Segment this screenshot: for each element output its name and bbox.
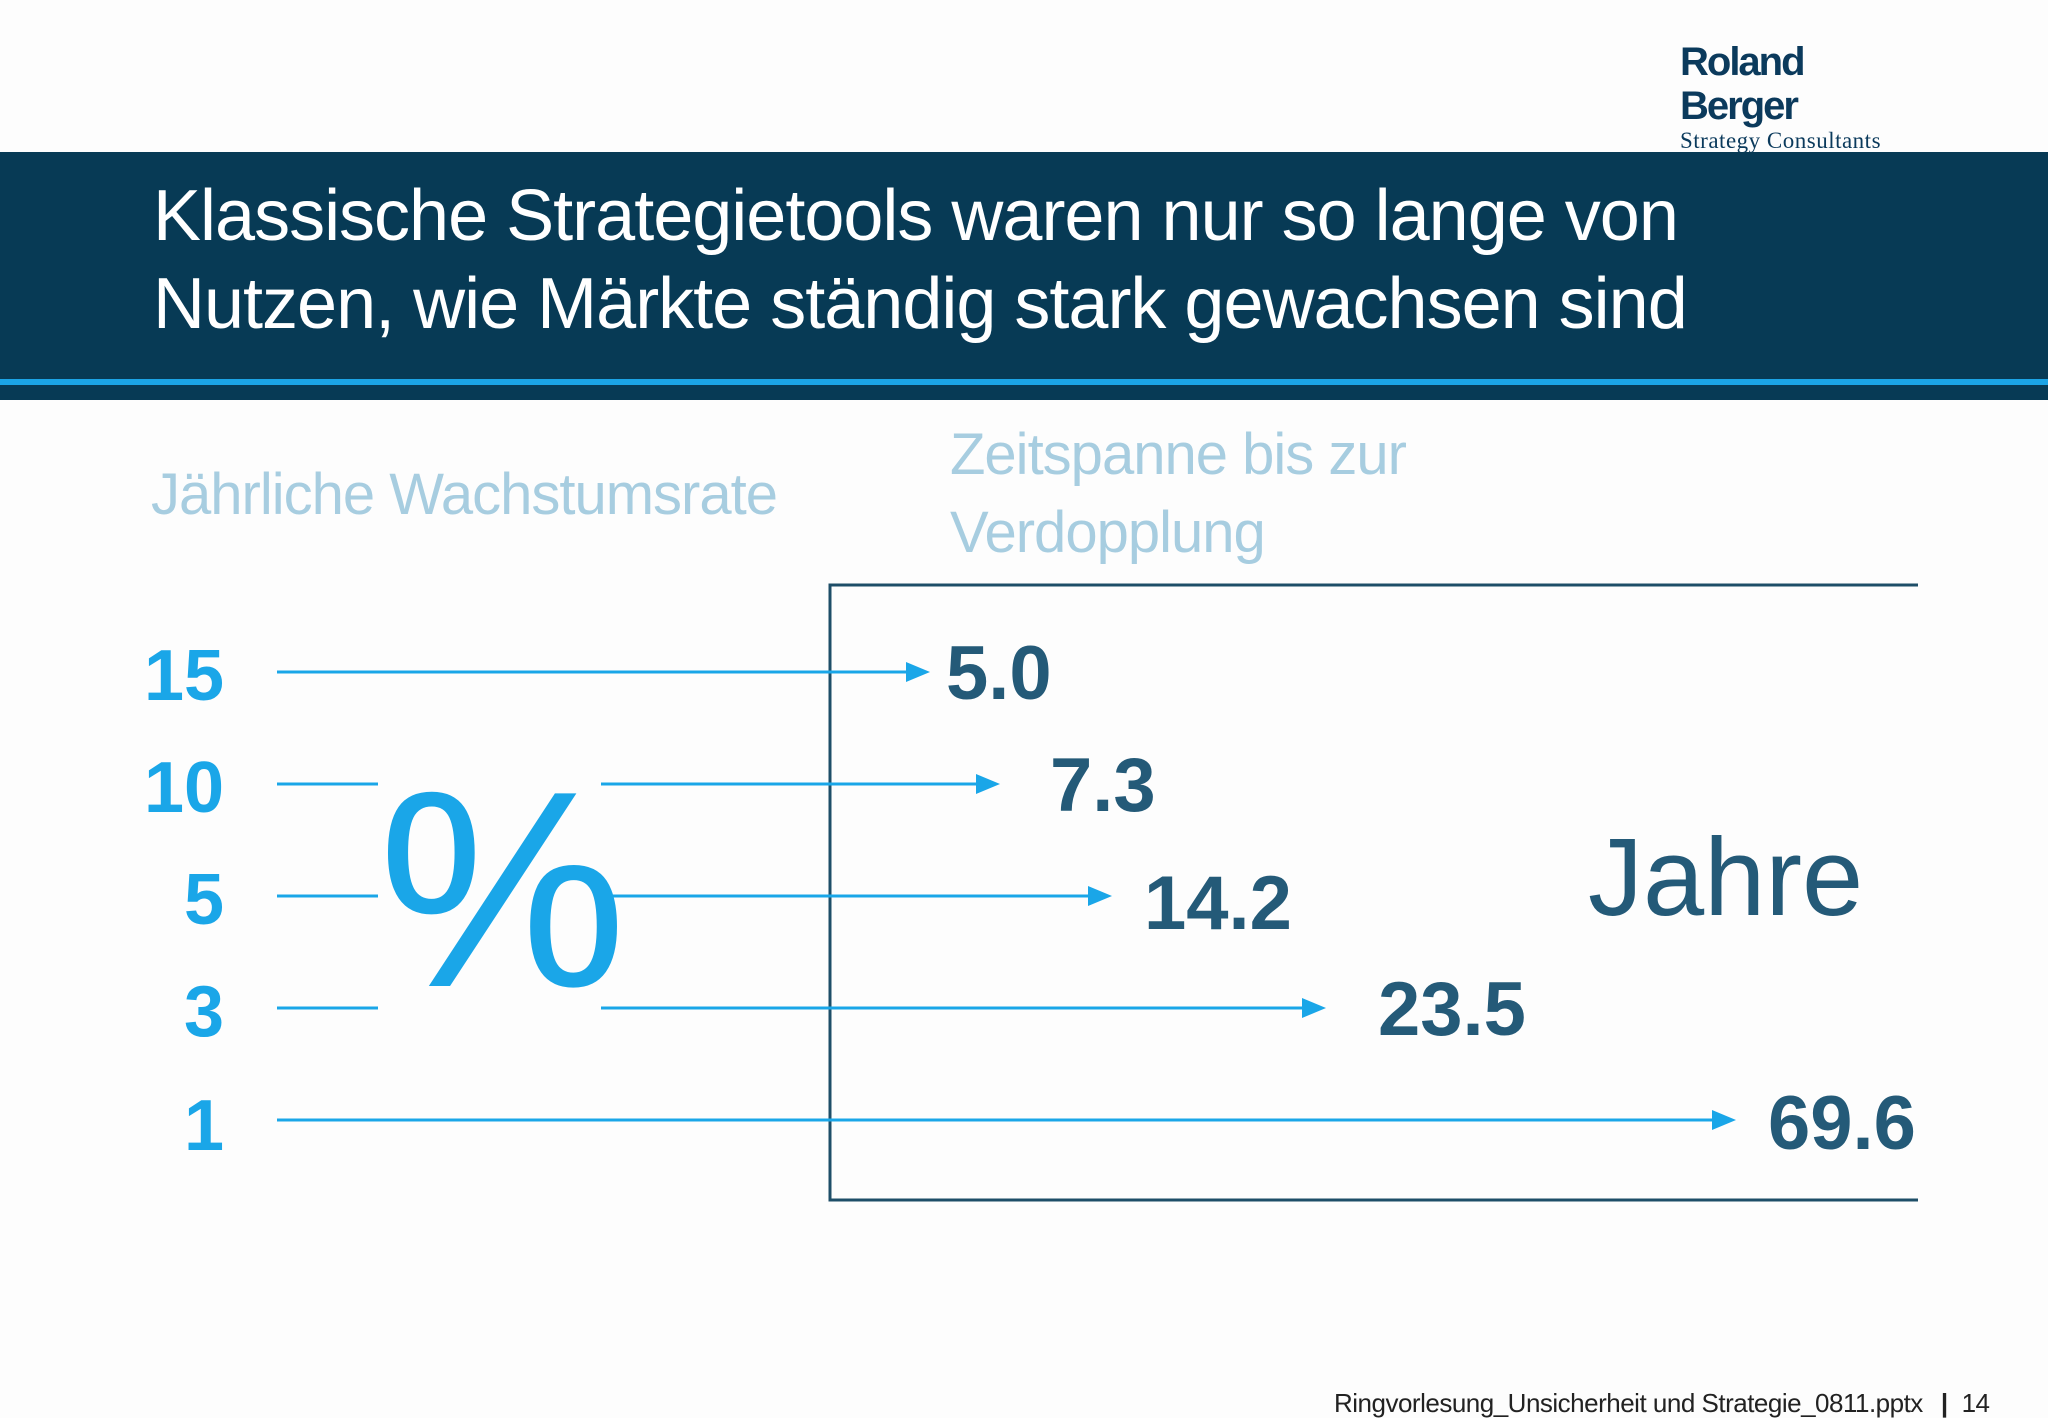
doubling-time-header-line-1: Zeitspanne bis zur [950,422,1407,487]
title-banner [0,152,2048,400]
logo-name: Roland Berger [1680,40,1806,128]
footer-separator: | [1940,1388,1948,1418]
slide-title: Klassische Strategietools waren nur so l… [153,172,2003,348]
arrowhead-row-5 [1712,1110,1736,1130]
slide-title-line-2: Nutzen, wie Märkte ständig stark gewachs… [153,264,1688,344]
doubling-years-69-6: 69.6 [1768,1081,1916,1166]
arrowhead-row-2 [976,774,1000,794]
doubling-years-5-0: 5.0 [946,631,1052,716]
growth-rate-1: 1 [183,1086,224,1166]
title-banner-accent-line [0,379,2048,385]
page-number: 14 [1961,1388,1990,1418]
doubling-years-23-5: 23.5 [1378,967,1526,1052]
logo-subtitle: Strategy Consultants [1680,128,1882,153]
years-bracket [828,583,1918,1202]
percent-symbol: % [378,734,627,1046]
slide-footer: Ringvorlesung_Unsicherheit und Strategie… [1334,1388,1990,1418]
arrowhead-row-1 [906,662,930,682]
doubling-time-header-line-2: Verdopplung [950,500,1266,565]
arrowhead-row-4 [1302,998,1326,1018]
growth-rate-5: 5 [183,860,224,940]
years-label: Jahre [1588,816,1864,939]
growth-rate-15: 15 [144,636,225,716]
roland-berger-logo: Roland Berger Strategy Consultants [1680,40,1920,154]
growth-rate-header: Jährliche Wachstumsrate [151,462,778,527]
footer-filename: Ringvorlesung_Unsicherheit und Strategie… [1334,1388,1923,1418]
arrowhead-row-3 [1088,886,1112,906]
slide-title-line-1: Klassische Strategietools waren nur so l… [153,176,1679,256]
growth-rate-3: 3 [183,972,224,1052]
growth-rate-10: 10 [144,748,225,828]
doubling-years-14-2: 14.2 [1144,861,1292,946]
doubling-years-7-3: 7.3 [1050,743,1156,828]
